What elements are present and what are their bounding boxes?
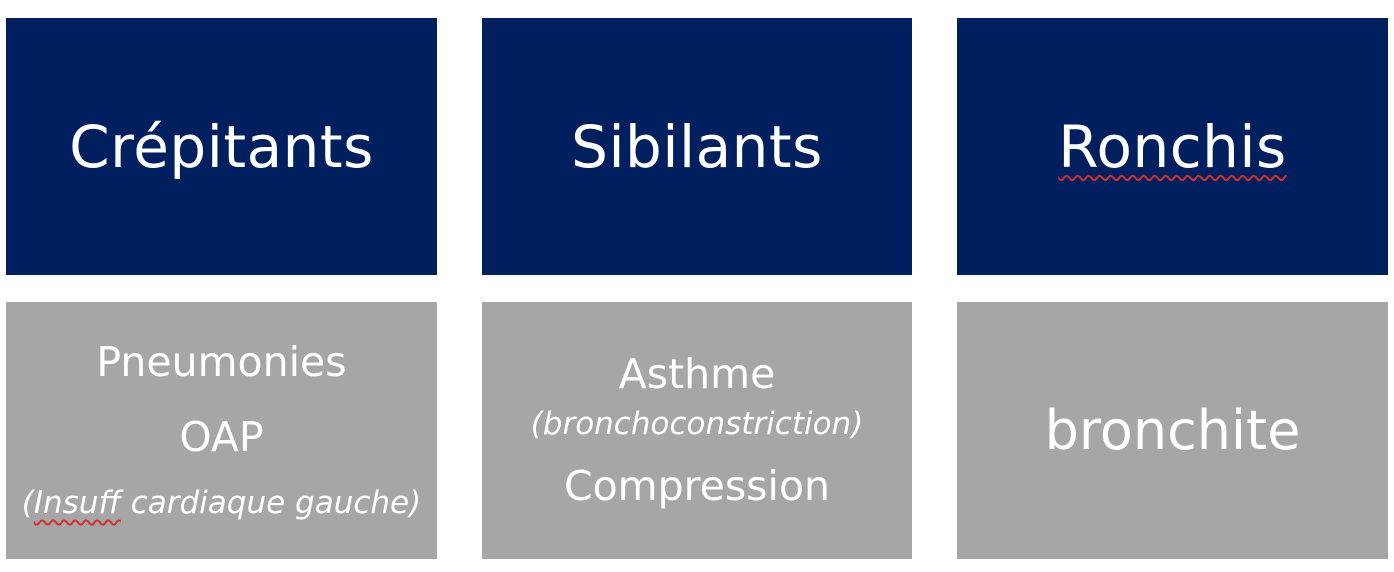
cause-bronchite: bronchite [1044,398,1301,462]
header-crepitants: Crépitants [6,18,437,275]
card-sibilants-causes: Asthme (bronchoconstriction) Compression [482,302,912,559]
header-ronchis: Ronchis [957,18,1388,275]
cause-asthme: Asthme [618,350,776,398]
cause-insuff-cardiaque: (Insuff cardiaque gauche) [22,488,421,519]
cause-pneumonies: Pneumonies [96,338,347,386]
card-crepitants-causes: Pneumonies OAP (Insuff cardiaque gauche) [6,302,437,559]
cause-bronchoconstriction: (bronchoconstriction) [530,406,864,442]
insuff-rest: cardiaque gauche) [120,485,422,521]
header-crepitants-label: Crépitants [69,112,374,181]
cause-oap: OAP [179,413,264,461]
header-sibilants: Sibilants [482,18,912,275]
paren-open: ( [21,485,34,521]
cause-compression: Compression [563,462,831,510]
header-ronchis-label: Ronchis [1058,112,1287,181]
insuff-word: Insuff [33,485,121,521]
card-ronchis-causes: bronchite [957,302,1388,559]
header-sibilants-label: Sibilants [571,112,823,181]
